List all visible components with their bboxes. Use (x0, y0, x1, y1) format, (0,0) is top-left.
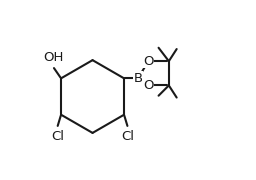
Text: B: B (133, 72, 143, 85)
Text: Cl: Cl (51, 130, 64, 143)
Text: Cl: Cl (121, 130, 134, 143)
Text: O: O (143, 79, 154, 92)
Text: O: O (143, 55, 154, 68)
Text: OH: OH (43, 51, 63, 64)
